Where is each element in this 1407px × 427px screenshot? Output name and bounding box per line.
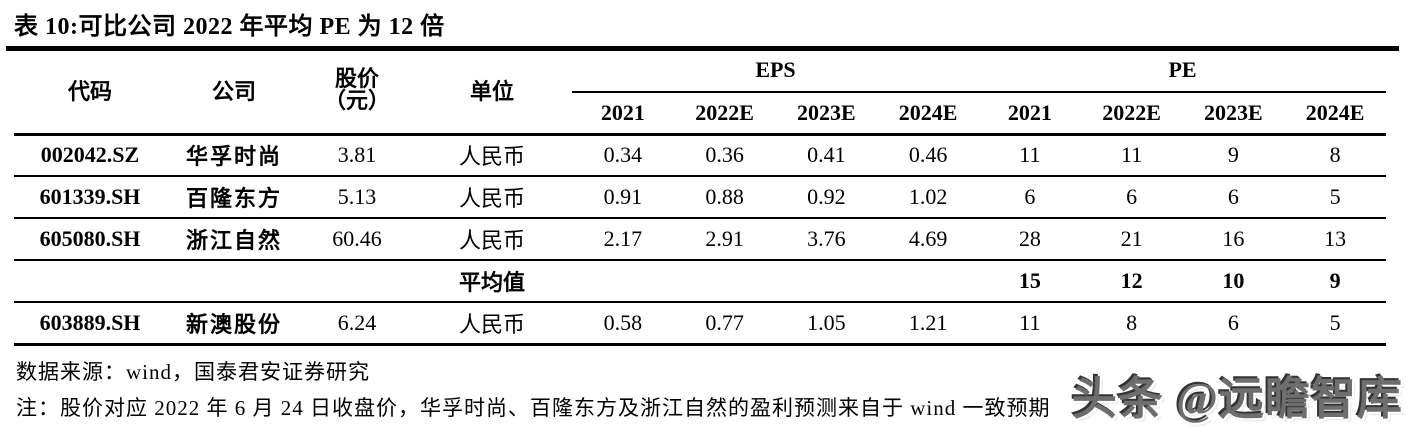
cell-price: 6.24	[302, 302, 412, 346]
header-code: 代码	[14, 48, 166, 136]
cell-eps-2023e: 1.05	[775, 302, 878, 346]
cell-price: 3.81	[302, 134, 412, 177]
cell-pe-2023e: 16	[1182, 218, 1285, 261]
header-eps-2024e: 2024E	[877, 92, 979, 136]
cell-unit: 人民币	[412, 302, 572, 346]
table-row: 002042.SZ 华孚时尚 3.81 人民币 0.34 0.36 0.41 0…	[14, 134, 1386, 177]
cell-company: 新澳股份	[166, 302, 302, 346]
cell-unit: 人民币	[412, 176, 572, 219]
comparable-companies-table: 代码 公司 股价 （元） 单位 EPS PE 2021 2022E 2023E …	[14, 48, 1386, 346]
table-title: 表 10:可比公司 2022 年平均 PE 为 12 倍	[6, 0, 1399, 51]
cell-company: 华孚时尚	[166, 134, 302, 177]
cell-pe-2023e: 6	[1182, 302, 1285, 346]
header-eps-2023e: 2023E	[775, 92, 878, 136]
header-pe-2022e: 2022E	[1080, 92, 1183, 136]
cell-eps-2023e: 3.76	[775, 218, 878, 261]
cell-pe-2022e: 12	[1080, 260, 1183, 303]
data-source-note: 数据来源：wind，国泰君安证券研究	[16, 360, 370, 384]
cell-code: 002042.SZ	[14, 134, 166, 177]
cell-eps-2023e	[775, 260, 878, 303]
cell-pe-2022e: 8	[1080, 302, 1183, 346]
header-price-line2: （元）	[323, 88, 390, 114]
cell-eps-2024e: 1.21	[877, 302, 979, 346]
cell-pe-2021: 15	[979, 260, 1081, 303]
cell-eps-2023e: 0.41	[775, 134, 878, 177]
cell-code	[14, 260, 166, 303]
cell-price: 60.46	[302, 218, 412, 261]
table-row: 603889.SH 新澳股份 6.24 人民币 0.58 0.77 1.05 1…	[14, 302, 1386, 346]
cell-pe-2023e: 10	[1182, 260, 1285, 303]
cell-pe-2022e: 11	[1080, 134, 1183, 177]
cell-pe-2024e: 13	[1284, 218, 1386, 261]
cell-pe-2021: 28	[979, 218, 1081, 261]
cell-pe-2021: 11	[979, 302, 1081, 346]
table-row-average: 平均值 15 12 10 9	[14, 260, 1386, 303]
cell-eps-2024e: 0.46	[877, 134, 979, 177]
cell-eps-2021: 0.91	[572, 176, 674, 219]
cell-eps-2022e	[673, 260, 776, 303]
cell-pe-2024e: 5	[1284, 176, 1386, 219]
cell-eps-2022e: 0.77	[673, 302, 776, 346]
header-pe-group: PE	[979, 48, 1386, 93]
cell-eps-2022e: 0.36	[673, 134, 776, 177]
cell-unit: 人民币	[412, 218, 572, 261]
table-header: 代码 公司 股价 （元） 单位 EPS PE 2021 2022E 2023E …	[14, 48, 1386, 136]
header-eps-2022e: 2022E	[673, 92, 776, 136]
cell-company: 百隆东方	[166, 176, 302, 219]
header-group-row: 代码 公司 股价 （元） 单位 EPS PE	[14, 48, 1386, 136]
header-company: 公司	[166, 48, 302, 136]
cell-pe-2024e: 9	[1284, 260, 1386, 303]
cell-eps-2021: 0.34	[572, 134, 674, 177]
cell-eps-2021	[572, 260, 674, 303]
cell-code: 603889.SH	[14, 302, 166, 346]
cell-pe-2024e: 8	[1284, 134, 1386, 177]
cell-pe-2021: 11	[979, 134, 1081, 177]
cell-company	[166, 260, 302, 303]
cell-pe-2021: 6	[979, 176, 1081, 219]
cell-price: 5.13	[302, 176, 412, 219]
table-row: 605080.SH 浙江自然 60.46 人民币 2.17 2.91 3.76 …	[14, 218, 1386, 261]
header-years-row: 2021 2022E 2023E 2024E 2021 2022E 2023E …	[14, 92, 1386, 136]
cell-code: 605080.SH	[14, 218, 166, 261]
header-price: 股价 （元）	[302, 48, 412, 136]
cell-eps-2022e: 0.88	[673, 176, 776, 219]
footnote: 注：股价对应 2022 年 6 月 24 日收盘价，华孚时尚、百隆东方及浙江自然…	[16, 396, 1051, 420]
header-pe-2023e: 2023E	[1182, 92, 1285, 136]
cell-pe-2022e: 6	[1080, 176, 1183, 219]
header-pe-2021: 2021	[979, 92, 1081, 136]
cell-eps-2024e: 4.69	[877, 218, 979, 261]
table-row: 601339.SH 百隆东方 5.13 人民币 0.91 0.88 0.92 1…	[14, 176, 1386, 219]
cell-eps-2024e: 1.02	[877, 176, 979, 219]
cell-unit: 人民币	[412, 134, 572, 177]
cell-pe-2022e: 21	[1080, 218, 1183, 261]
header-price-line1: 股价	[334, 66, 379, 92]
cell-price	[302, 260, 412, 303]
header-eps-2021: 2021	[572, 92, 674, 136]
header-eps-group: EPS	[572, 48, 979, 93]
cell-eps-2021: 0.58	[572, 302, 674, 346]
cell-pe-2023e: 6	[1182, 176, 1285, 219]
cell-average-label: 平均值	[412, 260, 572, 303]
watermark: 头条 @远瞻智库	[1071, 374, 1403, 424]
cell-eps-2021: 2.17	[572, 218, 674, 261]
cell-pe-2023e: 9	[1182, 134, 1285, 177]
cell-eps-2024e	[877, 260, 979, 303]
cell-eps-2022e: 2.91	[673, 218, 776, 261]
cell-eps-2023e: 0.92	[775, 176, 878, 219]
cell-pe-2024e: 5	[1284, 302, 1386, 346]
cell-code: 601339.SH	[14, 176, 166, 219]
header-unit: 单位	[412, 48, 572, 136]
header-pe-2024e: 2024E	[1284, 92, 1386, 136]
cell-company: 浙江自然	[166, 218, 302, 261]
